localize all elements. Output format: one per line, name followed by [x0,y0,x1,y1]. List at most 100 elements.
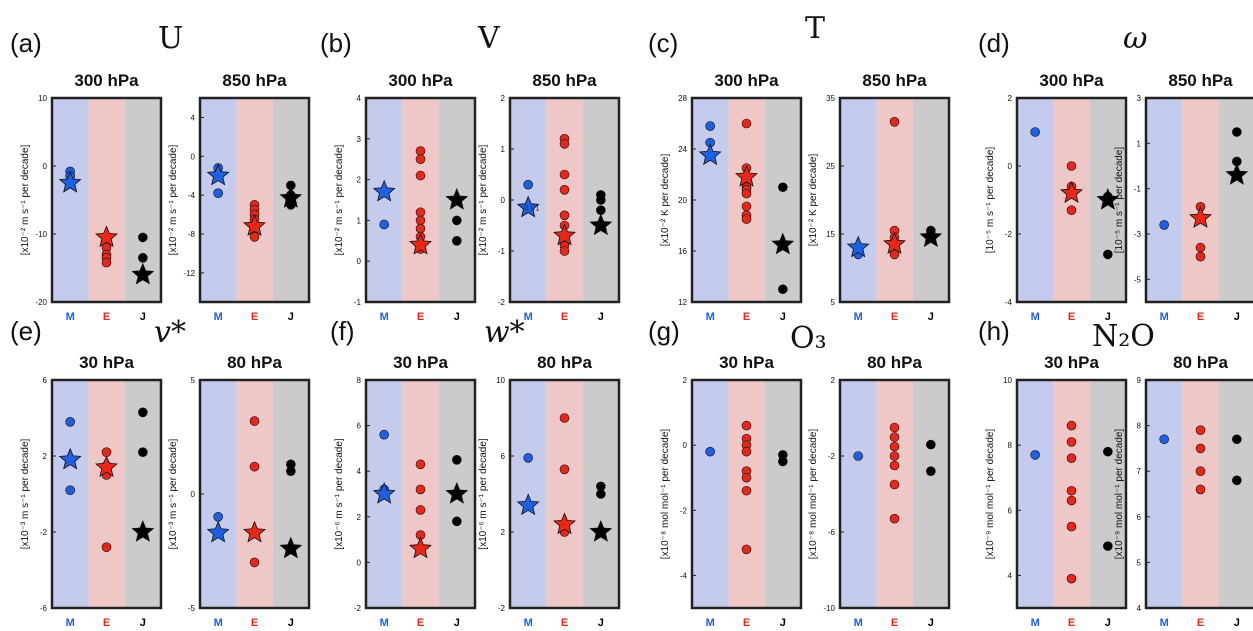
y-tick-label: 10 [38,94,47,103]
y-tick-label: -2 [828,452,836,461]
band-j [1218,380,1253,608]
data-point [286,466,296,477]
plot-frame [1015,378,1128,610]
variable-label: ω [1123,21,1147,56]
y-axis-label: [10⁻⁵ m s⁻¹ per decade] [985,147,996,254]
y-tick-label: 5 [191,376,196,385]
category-label: M [706,311,715,323]
band-e [88,380,125,608]
y-axis-label: [x10⁻² m s⁻¹ per decade] [334,144,345,255]
y-tick-label: 8 [357,376,362,385]
data-point [1232,127,1242,137]
data-point [415,215,426,226]
ensemble-mean-star [206,520,230,543]
ensemble-mean-star [552,512,577,535]
band-m [840,98,877,302]
ensemble-mean-star [771,232,795,255]
data-point [138,252,148,263]
y-tick-label: -2 [680,506,688,515]
y-axis-label: [x10⁻² m s⁻¹ per decade] [168,144,179,255]
band-j [912,380,949,608]
category-label: E [417,617,424,629]
data-point [1066,573,1077,584]
data-point [1066,420,1077,431]
ensemble-mean-star [58,447,82,470]
band-e [876,98,913,302]
category-label: E [891,617,898,629]
data-point [1195,251,1206,262]
y-tick-label: 25 [826,162,835,171]
band-e [1182,98,1219,302]
y-axis-label: [x10⁻³ m s⁻¹ per decade] [168,438,179,549]
data-point [138,232,148,243]
variable-label: U [158,21,183,56]
panel: 30 hPa 8 6 4 2 0 -2 [x10⁻⁶ m s⁻¹ per decade] M E J… [330,315,525,629]
y-axis-label: [x10⁻⁹ mol mol⁻¹ per decade] [1114,429,1125,560]
band-e [88,98,125,302]
ensemble-mean-star [1096,187,1120,210]
variable-label: V [477,21,501,56]
panel-letter: (f) [330,316,355,346]
y-tick-label: 0 [501,196,506,205]
data-point [249,232,260,242]
panel: 80 hPa 2 -2 -6 -10 [x10⁻⁸ mol mol⁻¹ per decad… [808,353,951,629]
band-m [692,380,729,608]
data-point [889,513,900,524]
data-point [452,215,462,226]
data-point [415,505,426,515]
y-tick-label: 6 [43,376,48,385]
category-label: J [288,617,294,629]
panel: 300 hPa 28 24 20 16 12 [x10⁻² K per decade] M E J… [648,11,825,323]
data-point [778,456,788,467]
data-point [249,557,260,568]
y-tick-label: -1 [354,298,362,307]
category-label: M [380,311,389,323]
y-tick-label: -8 [188,230,196,239]
y-tick-label: 2 [831,376,836,385]
band-e [402,98,439,302]
data-point [249,416,260,426]
panel: 300 hPa 4 3 2 1 0 -1 [x10⁻² m s⁻¹ per decade] M E… [320,21,501,323]
y-axis-label: [x10⁻⁹ mol mol⁻¹ per decade] [985,429,996,560]
y-tick-label: 2 [501,94,506,103]
ensemble-mean-star [279,536,303,559]
panel-title: 300 hPa [388,71,453,90]
band-j [272,380,309,608]
ensemble-mean-star [408,232,433,255]
data-point [1103,446,1113,457]
data-point [1232,434,1242,445]
ensemble-mean-star [94,225,119,248]
y-axis-label: [x10⁻⁶ m s⁻¹ per decade] [478,438,489,550]
data-point [1195,484,1206,495]
category-label: E [417,311,424,323]
y-axis-label: [x10⁻² K per decade] [660,154,671,247]
panel: 30 hPa 6 2 -2 -6 [x10⁻³ m s⁻¹ per decade] M E J (… [10,315,186,629]
category-label: J [140,311,146,323]
data-point [559,210,570,221]
data-point [705,446,715,457]
ensemble-mean-star [516,493,540,516]
ensemble-mean-star [589,519,613,542]
y-tick-label: 12 [678,298,687,307]
plot-frame [838,96,951,304]
data-point [889,451,900,461]
category-label: E [561,311,568,323]
band-j [1089,380,1126,608]
data-point [415,170,426,181]
category-label: E [891,311,898,323]
y-tick-label: -12 [183,269,195,278]
data-point [559,464,570,475]
data-point [596,205,606,215]
category-label: J [1234,311,1240,323]
category-label: M [1160,617,1169,629]
category-label: E [251,311,258,323]
panel: 30 hPa 2 0 -2 -4 [x10⁻⁸ mol mol⁻¹ per decade]… [648,316,827,629]
data-point [1103,541,1113,551]
panel: 850 hPa 4 0 -4 -8 -12 [x10⁻² m s⁻¹ per decade]… [168,71,311,323]
panel-title: 80 hPa [867,353,922,372]
data-point [213,188,223,198]
y-tick-label: 5 [831,298,836,307]
band-e [728,98,765,302]
panel-title: 30 hPa [1044,353,1099,372]
y-axis-label: [x10⁻⁶ m s⁻¹ per decade] [334,438,345,550]
